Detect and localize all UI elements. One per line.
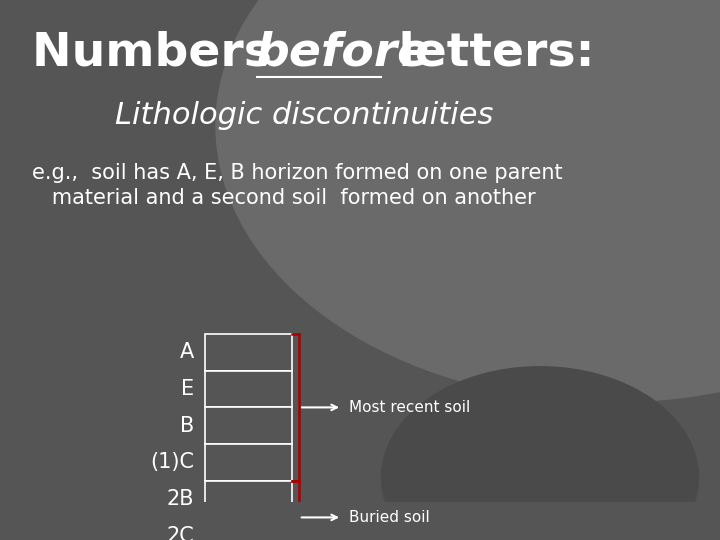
Bar [205, 517, 292, 540]
Text: 2B: 2B [167, 489, 194, 509]
Text: (1)C: (1)C [150, 453, 194, 472]
Text: Most recent soil: Most recent soil [349, 400, 470, 415]
Text: B: B [180, 416, 194, 436]
Text: Lithologic discontinuities: Lithologic discontinuities [115, 101, 494, 130]
Text: Numbers: Numbers [32, 30, 289, 75]
Text: letters:: letters: [382, 30, 594, 75]
Bar [205, 481, 292, 517]
Bar [205, 407, 292, 444]
Text: material and a second soil  formed on another: material and a second soil formed on ano… [32, 188, 536, 208]
Bar [205, 444, 292, 481]
Text: A: A [180, 342, 194, 362]
Circle shape [216, 0, 720, 402]
Text: E: E [181, 379, 194, 399]
Circle shape [382, 367, 698, 540]
Text: Buried soil: Buried soil [349, 510, 430, 525]
Text: before: before [256, 30, 430, 75]
Text: 2C: 2C [166, 526, 194, 540]
Bar [205, 371, 292, 407]
Text: e.g.,  soil has A, E, B horizon formed on one parent: e.g., soil has A, E, B horizon formed on… [32, 163, 563, 183]
Bar [205, 334, 292, 371]
